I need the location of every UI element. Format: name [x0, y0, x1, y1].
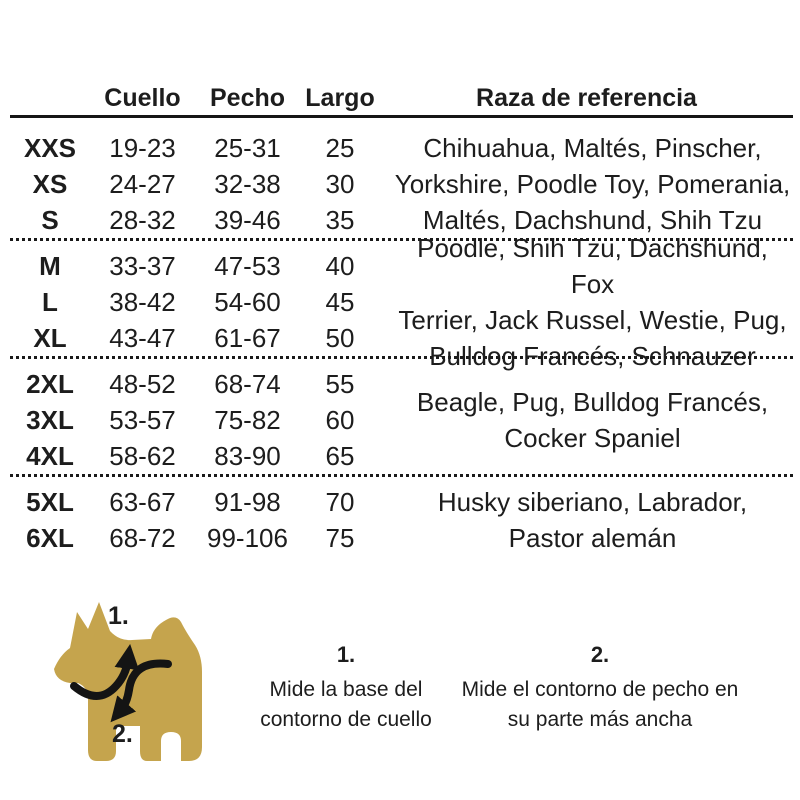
breed-line: Chihuahua, Maltés, Pinscher, — [423, 133, 762, 163]
step-1-number: 1. — [336, 642, 356, 667]
chest-range: 47-53 — [214, 251, 281, 281]
chest-range: 75-82 — [214, 405, 281, 435]
breed-line: Bulldog Francés, Schnauzer — [429, 341, 756, 371]
length-value: 45 — [325, 287, 355, 317]
table-header-row: Cuello Pecho Largo Raza de referencia — [10, 0, 793, 118]
chest-measure-arrow — [110, 659, 172, 723]
chest-range: 61-67 — [214, 323, 281, 353]
size-label: 6XL — [26, 523, 74, 553]
neck-range: 48-52 — [109, 369, 176, 399]
chest-range: 83-90 — [214, 441, 281, 471]
length-value: 35 — [325, 205, 355, 235]
length-value: 55 — [325, 369, 355, 399]
breed-line: Beagle, Pug, Bulldog Francés, — [416, 387, 769, 417]
measure-arrows — [70, 644, 172, 723]
chest-range: 68-74 — [214, 369, 281, 399]
breed-line: Cocker Spaniel — [504, 423, 681, 453]
neck-range: 33-37 — [109, 251, 176, 281]
measuring-guide: 1. 2. 1. Mide la base del contorno de cu… — [0, 598, 800, 793]
size-label: M — [39, 251, 61, 281]
breed-line: Husky siberiano, Labrador, — [437, 487, 748, 517]
breed-reference-cell: Beagle, Pug, Bulldog Francés, Cocker Spa… — [380, 366, 793, 474]
length-value: 30 — [325, 169, 355, 199]
header-raza: Raza de referencia — [476, 84, 697, 112]
size-label: 4XL — [26, 441, 74, 471]
chest-range: 25-31 — [214, 133, 281, 163]
chest-range: 91-98 — [214, 487, 281, 517]
size-group-5xl-6xl: Husky siberiano, Labrador, Pastor alemán… — [10, 477, 793, 556]
length-value: 65 — [325, 441, 355, 471]
neck-range: 58-62 — [109, 441, 176, 471]
header-size-column — [10, 82, 90, 115]
neck-range: 38-42 — [109, 287, 176, 317]
size-group-2xl-4xl: Beagle, Pug, Bulldog Francés, Cocker Spa… — [10, 359, 793, 477]
breed-line: Pastor alemán — [508, 523, 677, 553]
size-label: S — [41, 205, 59, 235]
breed-reference-cell: Poodle, Shih Tzu, Dachshund, Fox Terrier… — [380, 233, 793, 371]
size-label: L — [42, 287, 58, 317]
neck-range: 68-72 — [109, 523, 176, 553]
size-label: 2XL — [26, 369, 74, 399]
breed-line: Terrier, Jack Russel, Westie, Pug, — [398, 305, 787, 335]
length-value: 50 — [325, 323, 355, 353]
step-1-text-line: Mide la base del — [269, 678, 423, 701]
size-group-xxs-s: Chihuahua, Maltés, Pinscher, Yorkshire, … — [10, 118, 793, 241]
size-label: XXS — [23, 133, 77, 163]
chest-range: 54-60 — [214, 287, 281, 317]
breed-reference-cell: Husky siberiano, Labrador, Pastor alemán — [380, 484, 793, 556]
step-2-text-line: Mide el contorno de pecho en — [461, 678, 739, 701]
size-label: 5XL — [26, 487, 74, 517]
neck-measure-arrow — [70, 644, 140, 700]
header-largo: Largo — [305, 84, 375, 112]
breed-line: Poodle, Shih Tzu, Dachshund, Fox — [417, 233, 768, 299]
length-value: 70 — [325, 487, 355, 517]
neck-range: 53-57 — [109, 405, 176, 435]
dog-measure-illustration: 1. 2. — [40, 598, 218, 773]
header-pecho: Pecho — [209, 84, 286, 112]
length-value: 25 — [325, 133, 355, 163]
chest-range: 39-46 — [214, 205, 281, 235]
breed-reference-cell: Chihuahua, Maltés, Pinscher, Yorkshire, … — [380, 130, 793, 238]
size-label: 3XL — [26, 405, 74, 435]
neck-arrow-number: 1. — [108, 602, 129, 630]
step-1-instruction: 1. Mide la base del contorno de cuello — [240, 642, 452, 735]
step-2-number: 2. — [590, 642, 610, 667]
length-value: 60 — [325, 405, 355, 435]
dog-silhouette-icon — [54, 602, 202, 761]
length-value: 75 — [325, 523, 355, 553]
size-label: XL — [33, 323, 67, 353]
neck-range: 63-67 — [109, 487, 176, 517]
size-label: XS — [32, 169, 68, 199]
breed-line: Maltés, Dachshund, Shih Tzu — [422, 205, 763, 235]
neck-range: 43-47 — [109, 323, 176, 353]
header-cuello: Cuello — [104, 84, 181, 112]
step-1-text-line: contorno de cuello — [260, 708, 432, 731]
chest-range: 99-106 — [207, 523, 288, 553]
chest-arrow-number: 2. — [112, 720, 133, 748]
neck-range: 19-23 — [109, 133, 176, 163]
step-2-instruction: 2. Mide el contorno de pecho en su parte… — [445, 642, 755, 735]
length-value: 40 — [325, 251, 355, 281]
size-group-m-xl: Poodle, Shih Tzu, Dachshund, Fox Terrier… — [10, 233, 793, 371]
neck-range: 28-32 — [109, 205, 176, 235]
step-2-text-line: su parte más ancha — [507, 708, 693, 731]
chest-range: 32-38 — [214, 169, 281, 199]
size-chart-table: Cuello Pecho Largo Raza de referencia Ch… — [10, 0, 793, 556]
breed-line: Yorkshire, Poodle Toy, Pomerania, — [394, 169, 791, 199]
neck-range: 24-27 — [109, 169, 176, 199]
